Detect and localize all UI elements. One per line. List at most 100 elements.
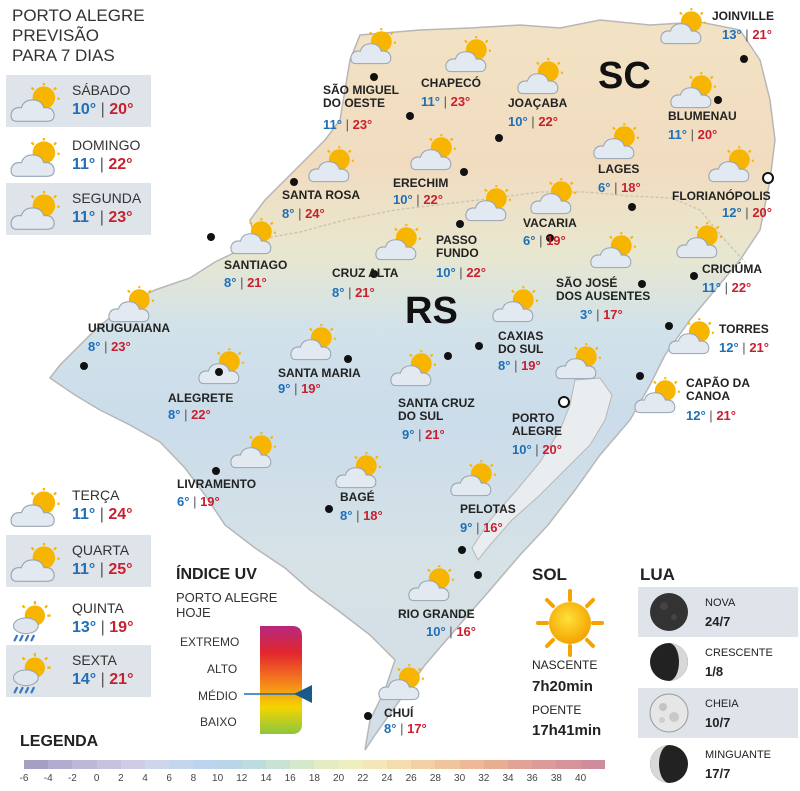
legend-tick: 16 <box>284 773 296 784</box>
city-temps: 10° | 22° <box>393 192 443 207</box>
moon-icon <box>650 745 688 783</box>
min-temp: 8° <box>384 721 397 736</box>
city-temps: 8° | 24° <box>282 206 325 221</box>
forecast-day: QUARTA 11° | 25° <box>6 535 151 587</box>
partly-cloudy-icon <box>445 36 491 73</box>
legend-swatch <box>120 760 145 769</box>
min-temp: 11° <box>323 117 342 132</box>
legend-tick: 32 <box>478 773 490 784</box>
weather-icon <box>308 146 356 193</box>
min-temp: 13° <box>722 27 742 42</box>
legend-swatch <box>96 760 121 769</box>
legend-tick: 40 <box>575 773 587 784</box>
min-temp: 8° <box>332 285 345 300</box>
city-marker <box>458 546 466 554</box>
partly-cloudy-icon <box>593 123 639 160</box>
max-temp: 23° <box>450 94 471 109</box>
day-name: SEXTA <box>72 652 117 668</box>
max-temp: 17° <box>603 307 623 322</box>
partly-cloudy-icon <box>555 343 601 380</box>
max-temp: 16° <box>483 520 503 535</box>
city-temps: 6° | 19° <box>177 494 220 509</box>
moon-phase-name: CRESCENTE <box>705 647 773 659</box>
partly-cloudy-icon <box>676 222 722 259</box>
legend-tick: -4 <box>43 773 53 784</box>
city-temps: 8° | 19° <box>498 358 541 373</box>
city-marker <box>740 55 748 63</box>
day-temps: 13° | 19° <box>72 619 134 636</box>
forecast-day: SEGUNDA 11° | 23° <box>6 183 151 235</box>
max-temp: 21° <box>355 285 375 300</box>
partly-cloudy-icon <box>10 543 60 582</box>
min-temp: 6° <box>177 494 190 509</box>
city-name-rio-grande: RIO GRANDE <box>398 607 475 621</box>
city-name-florianópolis: FLORIANÓPOLIS <box>672 189 771 203</box>
city-name-alegrete: ALEGRETE <box>168 391 234 405</box>
uv-level-extremo: EXTREMO <box>180 635 240 649</box>
city-name-são-miguel-do-oeste: SÃO MIGUEL DO OESTE <box>323 83 400 110</box>
uv-level-baixo: BAIXO <box>200 715 237 729</box>
min-temp: 11° <box>72 156 96 173</box>
partly-cloudy-icon <box>660 8 706 45</box>
legend-tick: 8 <box>190 773 197 784</box>
legend-swatch <box>193 760 218 769</box>
min-temp: 12° <box>719 340 739 355</box>
city-marker <box>456 220 464 228</box>
city-marker <box>546 234 554 242</box>
weather-icon <box>390 350 438 397</box>
city-marker <box>207 233 215 241</box>
max-temp: 20° <box>752 205 772 220</box>
weather-icon <box>590 232 638 279</box>
max-temp: 20° <box>109 101 134 118</box>
partly-cloudy-icon <box>10 191 60 230</box>
min-temp: 11° <box>702 280 721 295</box>
city-name-joinville: JOINVILLE <box>712 9 775 23</box>
title-line: PREVISÃO <box>12 26 99 45</box>
city-name-chuí: CHUÍ <box>384 706 414 720</box>
city-temps: 12° | 21° <box>719 340 769 355</box>
city-marker <box>325 505 333 513</box>
city-temps: 10° | 20° <box>512 442 562 457</box>
max-temp: 22° <box>538 114 558 129</box>
sunrise-time: 7h20min <box>532 678 593 695</box>
partly-cloudy-icon <box>590 232 636 269</box>
city-marker <box>80 362 88 370</box>
min-temp: 9° <box>278 381 291 396</box>
moon-icon <box>650 643 688 681</box>
city-marker <box>628 203 636 211</box>
city-temps: 10° | 16° <box>426 624 476 639</box>
city-marker <box>444 352 452 360</box>
weather-icon <box>708 146 756 193</box>
city-name-livramento: LIVRAMENTO <box>177 477 257 491</box>
city-name-santa-cruz-do-sul: SANTA CRUZ DO SUL <box>398 396 475 423</box>
city-marker <box>474 571 482 579</box>
weather-icon <box>676 222 724 269</box>
moon-icon <box>649 693 689 733</box>
max-temp: 21° <box>749 340 769 355</box>
partly-cloudy-icon <box>10 488 60 527</box>
city-name-santiago: SANTIAGO <box>224 258 288 272</box>
min-temp: 14° <box>72 671 97 688</box>
city-name-bagé: BAGÉ <box>340 490 375 504</box>
weather-icon <box>10 191 62 241</box>
legend-swatch <box>72 760 97 769</box>
city-name-pelotas: PELOTAS <box>460 502 516 516</box>
city-name-uruguaiana: URUGUAIANA <box>88 321 170 335</box>
weather-icon <box>492 286 540 333</box>
city-temps: 11° | 23° <box>421 94 471 109</box>
forecast-title: PORTO ALEGRE PREVISÃO PARA 7 DIAS <box>12 6 145 66</box>
min-temp: 10° <box>512 442 532 457</box>
city-ring-marker <box>558 396 570 408</box>
city-marker <box>344 355 352 363</box>
max-temp: 22° <box>731 280 752 295</box>
city-temps: 12° | 21° <box>686 408 736 423</box>
min-temp: 12° <box>722 205 742 220</box>
min-temp: 10° <box>508 114 528 129</box>
weather-icon <box>465 185 513 232</box>
city-temps: 10° | 22° <box>508 114 558 129</box>
min-temp: 8° <box>168 407 181 422</box>
city-temps: 10° | 22° <box>436 265 486 280</box>
uv-level-alto: ALTO <box>207 662 238 676</box>
city-temps: 11° | 23° <box>323 117 373 132</box>
max-temp: 20° <box>542 442 562 457</box>
